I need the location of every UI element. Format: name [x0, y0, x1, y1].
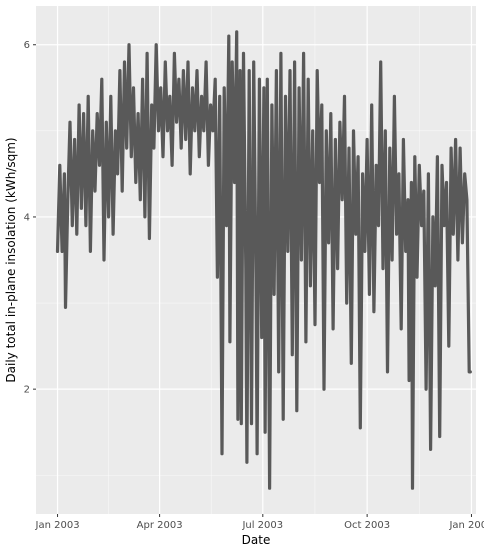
- x-tick-label: Jan 2003: [35, 520, 80, 531]
- y-tick-label: 2: [24, 385, 30, 396]
- x-axis-title: Date: [242, 533, 271, 547]
- x-tick-label: Apr 2003: [137, 520, 183, 531]
- x-axis-ticks: Jan 2003 Apr 2003 Jul 2003 Oct 2003 Jan 2004: [35, 514, 484, 531]
- y-tick-label: 4: [24, 212, 30, 223]
- y-axis-title: Daily total in-plane insolation (kWh/sqm…: [4, 137, 18, 382]
- y-axis-ticks: 2 4 6: [24, 40, 36, 396]
- x-tick-label: Oct 2003: [344, 520, 390, 531]
- insolation-series-line: [55, 30, 472, 490]
- y-tick-label: 6: [24, 40, 30, 51]
- x-tick-label: Jan 2004: [448, 520, 484, 531]
- x-tick-label: Jul 2003: [241, 520, 283, 531]
